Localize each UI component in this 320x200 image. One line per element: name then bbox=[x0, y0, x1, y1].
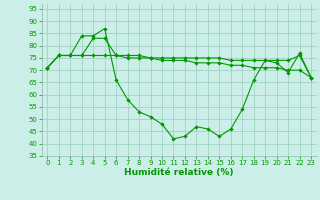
X-axis label: Humidité relative (%): Humidité relative (%) bbox=[124, 168, 234, 177]
